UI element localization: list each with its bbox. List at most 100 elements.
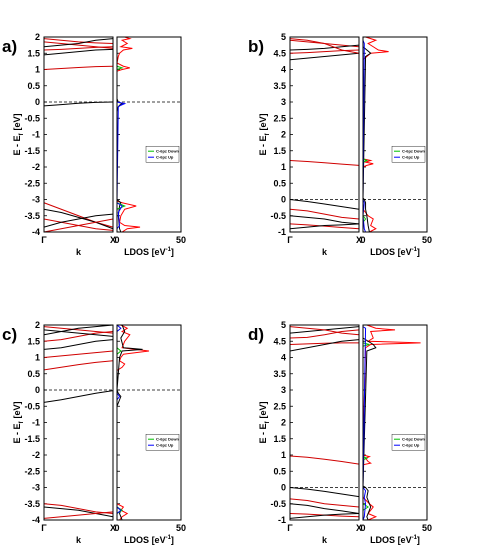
ldos-frame [362,324,428,521]
y-tick-label: 4.5 [273,48,286,58]
band [289,52,360,61]
band [289,223,360,230]
band [289,208,360,220]
x-tick-label: Γ [41,235,47,245]
ldos-curve [362,40,367,233]
y-tick-label: 2 [281,130,286,140]
ldos-curve [362,337,377,521]
y-tick-label: 2 [35,320,40,330]
band [43,41,114,49]
y-tick-label: -0.5 [24,401,40,411]
x-tick-label: X [356,235,362,245]
y-tick-label: -2 [32,162,40,172]
ldos-axis-label: LDOS [eV-1] [124,247,174,257]
y-tick-label: 1.5 [273,146,286,156]
y-axis-label-sub: f [19,133,25,136]
y-axis-label: E - Ef [eV] [12,401,25,443]
panel-label: b) [248,37,264,56]
y-tick-label: 1.5 [273,434,286,444]
ldos-tick-label: 50 [422,235,432,245]
y-tick-label: 2.5 [273,113,286,123]
ldos-curve [116,324,122,514]
legend-label: C-6pz Up [156,443,174,448]
band [43,218,114,233]
ldos-curve [362,342,370,511]
y-tick-label: -1 [278,515,286,525]
band [289,487,360,498]
ldos-tick-label: 0 [360,523,365,533]
x-axis-label: k [322,247,328,257]
y-tick-label: 2 [35,32,40,42]
y-tick-label: 1 [35,353,40,363]
legend-label: C-6pz Down [402,149,425,154]
y-tick-label: 2 [281,418,286,428]
y-tick-label: 3 [281,97,286,107]
y-tick-label: 1.5 [27,48,40,58]
y-tick-label: 0.5 [27,81,40,91]
y-tick-label: -0.5 [270,499,286,509]
ldos-axis-label-sup: -1 [412,247,418,253]
ldos-axis-label-sup: -1 [412,535,418,541]
ldos-tick-label: 50 [176,523,186,533]
y-tick-label: 0 [35,97,40,107]
x-tick-label: Γ [41,523,47,533]
ldos-axis-label-sup: -1 [166,535,172,541]
y-axis-label-text: E - E [258,136,268,156]
legend-label: C-6pz Down [156,437,179,442]
legend-label: C-6pz Down [156,149,179,154]
band [43,324,114,336]
band [289,49,360,54]
band [289,326,360,336]
x-axis-label: k [76,535,82,545]
ldos-frame [116,324,182,521]
band [289,339,360,352]
y-tick-label: 3 [281,385,286,395]
band [289,215,360,225]
band [289,498,360,508]
y-tick-label: -3.5 [24,499,40,509]
band [43,326,114,334]
x-tick-label: X [110,235,116,245]
legend-label: C-6pz Up [402,155,420,160]
y-tick-label: -3 [32,195,40,205]
band [43,101,114,107]
ldos-axis-label-end: ] [171,535,174,545]
band [43,503,114,514]
y-tick-label: -0.5 [270,211,286,221]
legend-box [391,145,426,163]
y-axis-label-unit: [eV] [258,401,268,418]
ldos-tick-label: 0 [114,523,119,533]
y-tick-label: -4 [32,227,40,237]
y-tick-label: 1 [35,65,40,75]
y-tick-label: -1 [32,418,40,428]
y-tick-label: -2.5 [24,466,40,476]
band [43,213,114,228]
y-axis-label-sub: f [265,133,271,136]
y-axis-label: E - Ef [eV] [258,401,271,443]
band [43,506,114,518]
band [289,342,359,345]
ldos-axis-label: LDOS [eV-1] [370,535,420,545]
band [289,44,360,51]
band-frame [43,36,114,233]
band [43,339,114,350]
ldos-curve [362,326,367,521]
ldos-curve [362,324,421,521]
panel-label: c) [2,325,17,344]
band [289,199,360,210]
y-axis-label-sub: f [265,421,271,424]
ldos-tick-label: 50 [422,523,432,533]
y-tick-label: -1.5 [24,434,40,444]
panel-label: a) [2,37,17,56]
y-tick-label: 3.5 [273,369,286,379]
ldos-axis-label-end: ] [417,247,420,257]
y-tick-label: 0.5 [273,466,286,476]
y-axis-label-text: E - E [258,424,268,444]
y-axis-label-text: E - E [12,424,22,444]
band [289,38,360,54]
y-tick-label: -4 [32,515,40,525]
x-axis-label: k [76,247,82,257]
ldos-frame [116,36,182,233]
y-tick-label: -1.5 [24,146,40,156]
